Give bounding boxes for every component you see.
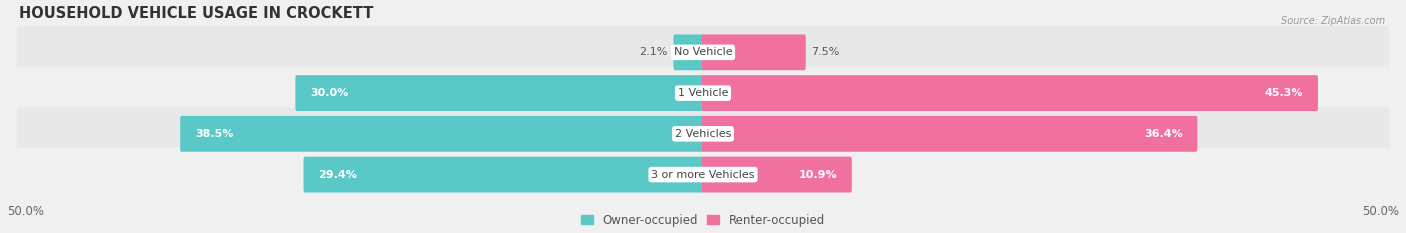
Text: 7.5%: 7.5% — [811, 47, 839, 57]
FancyBboxPatch shape — [17, 26, 1389, 79]
FancyBboxPatch shape — [17, 67, 1389, 120]
Text: 29.4%: 29.4% — [318, 170, 357, 180]
FancyBboxPatch shape — [17, 148, 1389, 201]
FancyBboxPatch shape — [17, 107, 1389, 160]
Text: 2.1%: 2.1% — [640, 47, 668, 57]
Text: HOUSEHOLD VEHICLE USAGE IN CROCKETT: HOUSEHOLD VEHICLE USAGE IN CROCKETT — [18, 6, 373, 21]
Text: No Vehicle: No Vehicle — [673, 47, 733, 57]
Text: 2 Vehicles: 2 Vehicles — [675, 129, 731, 139]
FancyBboxPatch shape — [702, 34, 806, 70]
Legend: Owner-occupied, Renter-occupied: Owner-occupied, Renter-occupied — [581, 214, 825, 227]
Text: 30.0%: 30.0% — [309, 88, 349, 98]
FancyBboxPatch shape — [295, 75, 704, 111]
FancyBboxPatch shape — [304, 157, 704, 192]
Text: 45.3%: 45.3% — [1265, 88, 1303, 98]
FancyBboxPatch shape — [702, 157, 852, 192]
Text: 1 Vehicle: 1 Vehicle — [678, 88, 728, 98]
FancyBboxPatch shape — [673, 34, 704, 70]
Text: 36.4%: 36.4% — [1144, 129, 1182, 139]
Text: Source: ZipAtlas.com: Source: ZipAtlas.com — [1281, 16, 1385, 26]
Text: 10.9%: 10.9% — [799, 170, 837, 180]
FancyBboxPatch shape — [180, 116, 704, 152]
Text: 38.5%: 38.5% — [195, 129, 233, 139]
Text: 3 or more Vehicles: 3 or more Vehicles — [651, 170, 755, 180]
FancyBboxPatch shape — [702, 116, 1198, 152]
FancyBboxPatch shape — [702, 75, 1317, 111]
